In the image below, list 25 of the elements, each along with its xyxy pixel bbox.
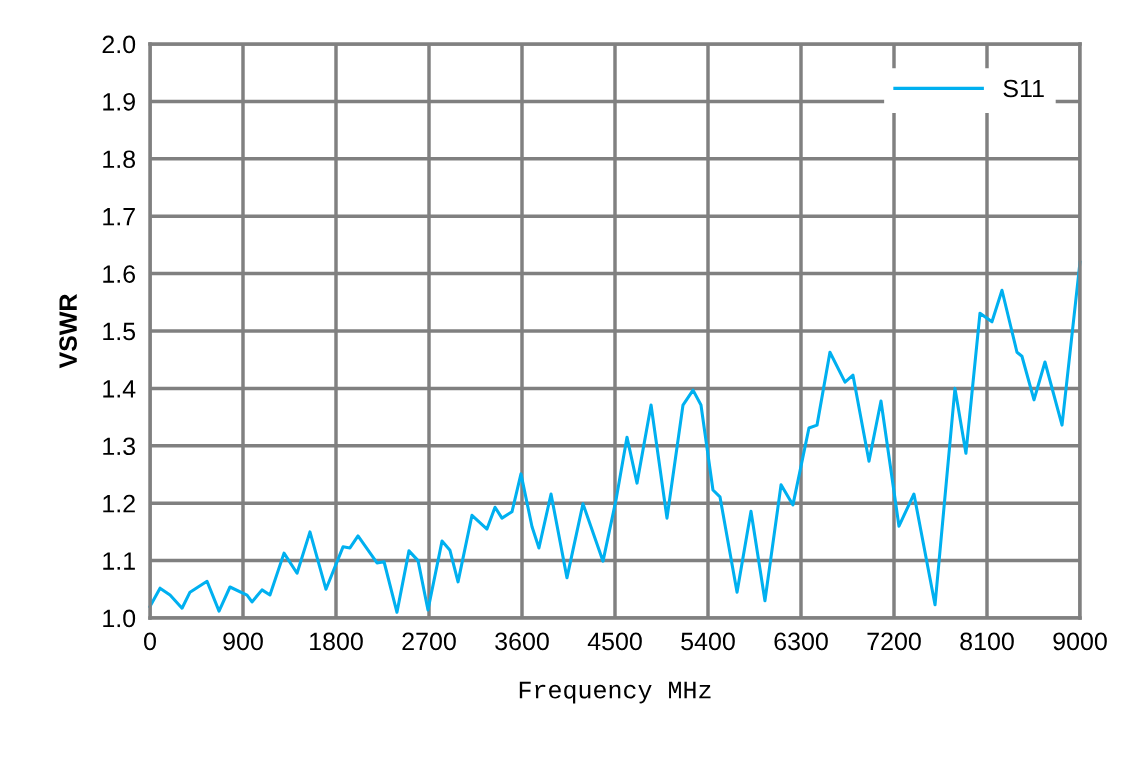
y-tick-label: 1.4 xyxy=(103,380,136,398)
y-tick-label: 2.0 xyxy=(102,35,136,54)
x-axis-title: Frequency MHz xyxy=(519,681,711,704)
x-tick-label: 2700 xyxy=(402,632,456,651)
x-tick-label: 7200 xyxy=(867,632,921,651)
y-tick-label: 1.5 xyxy=(103,322,136,341)
x-tick-label: 4500 xyxy=(587,632,642,651)
y-tick-label: 1.8 xyxy=(103,150,136,169)
y-tick-label: 1.2 xyxy=(103,494,135,513)
y-tick-label: 1.1 xyxy=(103,552,135,570)
y-axis-title: VSWR xyxy=(59,294,77,369)
x-tick-label: 8100 xyxy=(960,632,1014,651)
x-tick-label: 0 xyxy=(144,632,156,651)
x-tick-label: 1800 xyxy=(310,632,363,651)
y-tick-label: 1.9 xyxy=(103,93,135,111)
x-tick-label: 6300 xyxy=(774,632,828,651)
y-tick-label: 1.6 xyxy=(103,265,136,283)
x-tick-label: 3600 xyxy=(495,632,549,651)
y-tick-label: 1.3 xyxy=(103,437,136,456)
y-tick-label: 1.7 xyxy=(103,208,135,226)
legend-label: S11 xyxy=(1003,79,1044,98)
x-tick-label: 5400 xyxy=(681,632,735,651)
y-tick-label: 1.0 xyxy=(103,609,136,628)
x-tick-label: 900 xyxy=(223,632,263,651)
x-tick-label: 9000 xyxy=(1053,632,1107,651)
